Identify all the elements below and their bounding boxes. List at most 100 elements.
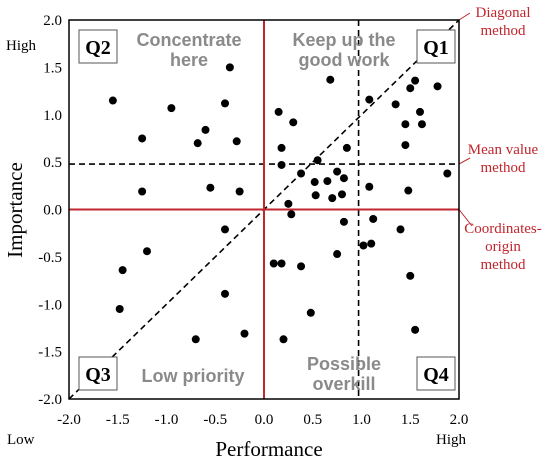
data-point: [274, 107, 283, 116]
data-point: [339, 217, 348, 226]
quadrant-q3-label: Q3: [85, 364, 111, 386]
y-tick-label: 2.0: [43, 13, 62, 29]
data-point: [118, 266, 127, 275]
data-point: [108, 96, 117, 105]
diagonal-method-leader: [458, 12, 471, 21]
data-point: [138, 187, 147, 196]
data-point: [201, 125, 210, 134]
quadrant-q1-text: good work: [299, 50, 391, 70]
data-point: [225, 63, 234, 72]
quadrant-q4-box: [416, 356, 456, 391]
quadrant-q4-label: Q4: [423, 364, 449, 386]
data-point: [269, 259, 278, 268]
data-point: [365, 182, 374, 191]
data-point: [401, 120, 410, 129]
data-point: [369, 214, 378, 223]
diagonal-method-label: method: [481, 23, 526, 39]
data-point: [240, 329, 249, 338]
data-point: [328, 194, 337, 203]
x-axis-title: Performance: [215, 437, 322, 461]
data-point: [339, 174, 348, 183]
data-point: [406, 271, 415, 280]
quadrant-q3-box: [78, 356, 118, 391]
data-point: [221, 225, 229, 234]
data-point: [138, 134, 147, 143]
data-point: [359, 241, 368, 250]
data-point: [143, 247, 151, 256]
data-point: [404, 186, 413, 195]
data-point: [235, 187, 244, 196]
data-point: [411, 325, 420, 334]
x-low-label: Low: [7, 432, 35, 448]
y-high-label: High: [6, 38, 37, 54]
reference-lines: [68, 12, 473, 400]
data-points: [108, 63, 452, 344]
data-point: [342, 143, 351, 152]
y-axis-title: Importance: [3, 162, 27, 258]
x-high-label: High: [436, 432, 467, 448]
data-point: [365, 95, 374, 104]
quadrant-q2-box: [78, 29, 118, 64]
data-point: [306, 308, 315, 317]
mean-method-label: Mean value: [468, 142, 539, 158]
origin-method-leader: [458, 209, 473, 227]
y-tick-label: 0.0: [43, 203, 62, 219]
y-tick-label: 1.5: [43, 60, 62, 76]
y-tick-label: 1.0: [43, 108, 62, 124]
y-tick-label: -2.0: [38, 392, 62, 408]
x-tick-label: -0.5: [203, 412, 227, 428]
x-tick-label: 1.0: [352, 412, 371, 428]
tick-labels: -2.0 -1.5 -1.0 -0.5 0.0 0.5 1.0 1.5 2.0 2.0 1.5 1.0…: [38, 13, 468, 428]
data-point: [193, 139, 202, 148]
quadrant-q2-label: Q2: [85, 37, 111, 59]
x-tick-label: 0.5: [303, 412, 322, 428]
data-point: [191, 335, 200, 344]
quadrant-q1-text: Keep up the: [292, 30, 395, 50]
data-point: [277, 143, 286, 152]
data-point: [167, 104, 176, 113]
method-labels: Diagonal method Mean value method Coordinate…: [464, 5, 541, 273]
y-tick-label: 0.5: [43, 155, 62, 171]
data-point: [297, 262, 306, 271]
data-point: [206, 183, 215, 192]
data-point: [367, 239, 376, 248]
y-tick-label: -1.0: [38, 297, 62, 313]
data-point: [284, 199, 293, 208]
y-tick-label: -1.5: [38, 345, 62, 361]
x-tick-label: 1.5: [401, 412, 420, 428]
data-point: [411, 76, 420, 85]
data-point: [277, 259, 286, 268]
data-point: [311, 191, 320, 200]
data-point: [417, 120, 426, 129]
mean-method-leader: [458, 157, 471, 165]
data-point: [391, 100, 400, 109]
data-point: [279, 335, 288, 344]
plot-border: [68, 19, 460, 400]
diagonal-method-label: Diagonal: [476, 5, 531, 21]
x-tick-label: -1.5: [106, 412, 130, 428]
x-tick-label: 0.0: [255, 412, 274, 428]
data-point: [401, 141, 410, 150]
origin-method-label: method: [481, 257, 526, 273]
data-point: [277, 160, 286, 169]
data-point: [396, 225, 405, 234]
data-point: [433, 82, 442, 91]
data-point: [443, 169, 452, 178]
quadrant-q2-text: here: [170, 50, 208, 70]
data-point: [232, 137, 241, 146]
quadrant-q4-text: Possible: [307, 354, 381, 374]
data-point: [406, 84, 415, 93]
plot-frame: [68, 19, 460, 400]
data-point: [221, 289, 229, 298]
data-point: [326, 75, 335, 84]
data-point: [221, 99, 229, 108]
x-tick-label: -2.0: [57, 412, 81, 428]
data-point: [323, 177, 332, 186]
x-tick-label: 2.0: [450, 412, 469, 428]
data-point: [333, 250, 342, 259]
data-point: [338, 190, 346, 199]
mean-method-label: method: [481, 160, 526, 176]
quadrant-q4-text: overkill: [312, 374, 375, 394]
